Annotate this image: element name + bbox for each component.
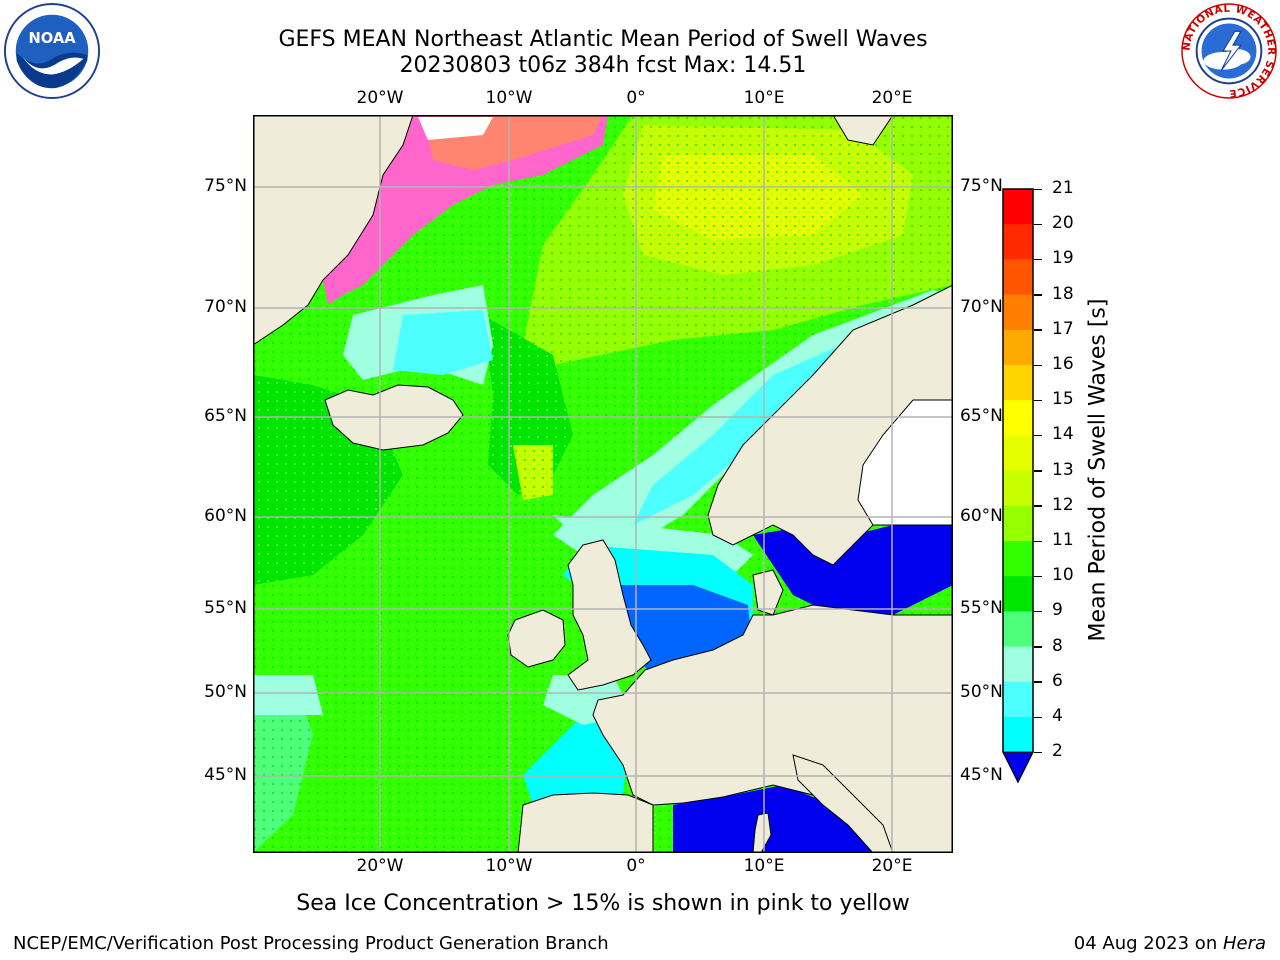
colorbar-segment (1003, 365, 1033, 401)
lat-label-left: 45°N (204, 765, 247, 785)
colorbar-tick-label: 20 (1052, 213, 1074, 234)
colorbar-tick-mark (1034, 716, 1042, 718)
colorbar-tick-mark (1034, 470, 1042, 472)
colorbar-tick-mark (1034, 540, 1042, 542)
colorbar-segment (1003, 611, 1033, 648)
colorbar-tick-mark (1034, 505, 1042, 507)
colorbar-tick-mark (1034, 399, 1042, 402)
colorbar-segment (1003, 541, 1033, 577)
colorbar-tick-label: 6 (1052, 670, 1063, 691)
lon-label-bottom: 20°E (871, 856, 913, 876)
colorbar-tick-mark (1034, 751, 1042, 754)
colorbar-segment (1003, 717, 1033, 753)
footer-machine: Hera (1222, 933, 1266, 954)
colorbar-tick-label: 11 (1052, 530, 1074, 550)
colorbar-tick-label: 13 (1052, 459, 1074, 480)
footer-organization: NCEP/EMC/Verification Post Processing Pr… (13, 933, 609, 954)
colorbar-title: Mean Period of Swell Waves [s] (1085, 298, 1111, 642)
lat-label-left: 50°N (204, 682, 247, 702)
colorbar-tick-label: 18 (1052, 283, 1074, 304)
colorbar-segment (1003, 646, 1033, 683)
colorbar-tick-label: 17 (1052, 318, 1074, 339)
nws-logo: NATIONAL WEATHER SERVICE (1181, 3, 1277, 99)
colorbar-tick-label: 14 (1052, 424, 1074, 445)
colorbar-segment (1003, 189, 1033, 225)
footer-date: 04 Aug 2023 on Hera (1074, 933, 1266, 954)
colorbar-segment (1003, 505, 1033, 542)
sea-ice-caption: Sea Ice Concentration > 15% is shown in … (296, 891, 910, 916)
lon-label-bottom: 20°W (356, 856, 404, 876)
colorbar-tick-label: 12 (1052, 494, 1074, 515)
lat-label-right: 60°N (960, 506, 1003, 526)
colorbar-tick-label: 16 (1052, 354, 1074, 374)
lat-label-right: 55°N (960, 598, 1003, 618)
lon-label-top: 20°W (356, 88, 404, 108)
chart-subtitle: 20230803 t06z 384h fcst Max: 14.51 (399, 53, 807, 78)
colorbar-tick-label: 10 (1052, 565, 1074, 586)
colorbar-segment (1003, 294, 1033, 331)
colorbar-segment (1003, 470, 1033, 507)
lat-label-left: 55°N (204, 598, 247, 618)
lon-label-top: 10°W (485, 88, 533, 108)
chart-title: GEFS MEAN Northeast Atlantic Mean Period… (278, 27, 928, 52)
noaa-logo: NOAA (3, 2, 101, 100)
colorbar-segment (1003, 224, 1033, 260)
colorbar-tick-label: 9 (1052, 600, 1063, 621)
colorbar-tick-mark (1034, 329, 1042, 331)
lon-label-top: 0° (626, 88, 646, 108)
colorbar-tick-label: 19 (1052, 248, 1074, 269)
lat-label-right: 50°N (960, 682, 1003, 702)
colorbar-segment (1003, 259, 1033, 296)
colorbar-tick-mark (1034, 681, 1042, 683)
swell-period-map (253, 115, 953, 853)
colorbar-tick-mark (1034, 188, 1042, 190)
lon-label-bottom: 10°W (485, 856, 533, 876)
lon-label-bottom: 10°E (743, 856, 785, 876)
lat-label-right: 75°N (960, 176, 1003, 196)
colorbar-extend-arrow (1002, 751, 1034, 784)
lon-label-top: 20°E (871, 88, 913, 108)
lon-label-top: 10°E (743, 88, 785, 108)
colorbar (1002, 188, 1034, 784)
colorbar-tick-mark (1034, 434, 1042, 437)
colorbar-tick-label: 15 (1052, 389, 1074, 410)
lat-label-left: 75°N (204, 176, 247, 196)
lat-label-left: 60°N (204, 506, 247, 526)
colorbar-tick-mark (1034, 223, 1042, 226)
lat-label-left: 70°N (204, 297, 247, 317)
footer-date-text: 04 Aug 2023 on (1073, 933, 1223, 954)
colorbar-tick-mark (1034, 294, 1042, 296)
lat-label-left: 65°N (204, 406, 247, 426)
lat-label-right: 45°N (960, 765, 1003, 785)
colorbar-tick-mark (1034, 610, 1042, 613)
lat-label-right: 65°N (960, 406, 1003, 426)
colorbar-segment (1003, 400, 1033, 436)
colorbar-tick-mark (1034, 258, 1042, 261)
colorbar-tick-label: 4 (1052, 706, 1063, 726)
colorbar-segment (1003, 329, 1033, 366)
colorbar-segment (1003, 681, 1033, 718)
colorbar-tick-label: 2 (1052, 741, 1063, 762)
colorbar-tick-mark (1034, 646, 1042, 648)
colorbar-tick-mark (1034, 364, 1042, 366)
colorbar-tick-label: 8 (1052, 635, 1063, 656)
colorbar-segment (1003, 576, 1033, 612)
colorbar-tick-mark (1034, 575, 1042, 578)
colorbar-tick-label: 21 (1052, 178, 1074, 198)
noaa-logo-text: NOAA (28, 30, 76, 47)
colorbar-segment (1003, 435, 1033, 472)
lon-label-bottom: 0° (626, 856, 646, 876)
lat-label-right: 70°N (960, 297, 1003, 317)
